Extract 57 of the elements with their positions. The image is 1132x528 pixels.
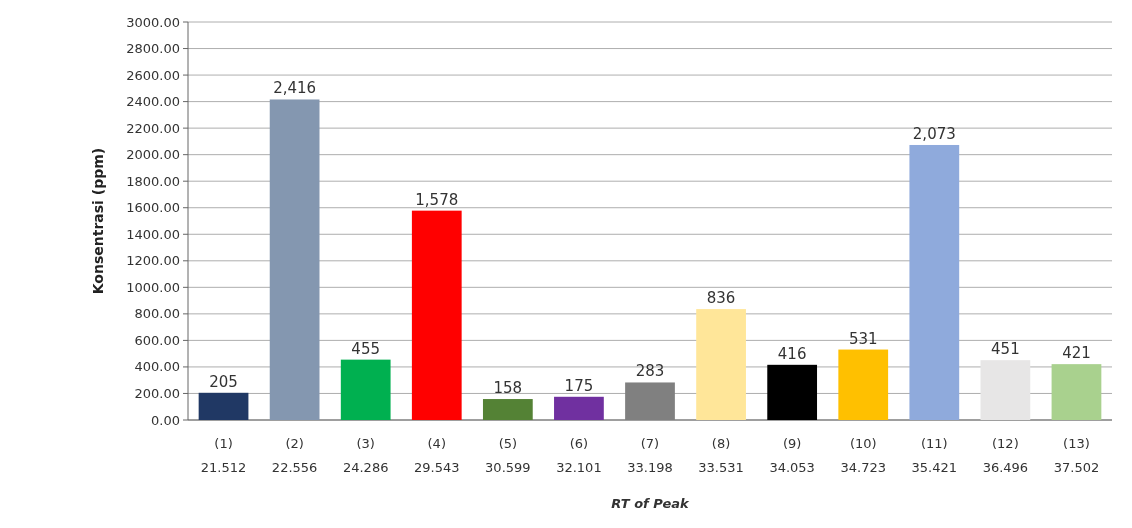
x-tick-label: (4) 29.543 xyxy=(414,436,460,475)
y-tick-label: 800.00 xyxy=(134,306,180,322)
y-tick-label: 400.00 xyxy=(134,359,180,375)
x-tick-label: (11) 35.421 xyxy=(911,436,958,475)
data-label: 205 xyxy=(209,372,238,391)
x-tick-label: (5) 30.599 xyxy=(485,436,531,475)
y-tick-label: 2400.00 xyxy=(126,94,180,110)
y-tick-label: 600.00 xyxy=(134,332,180,348)
data-label: 2,073 xyxy=(912,124,956,143)
x-tick-label: (3) 24.286 xyxy=(342,436,389,475)
bar xyxy=(554,396,604,420)
y-tick-label: 2000.00 xyxy=(126,147,180,163)
x-tick-label: (7) 33.198 xyxy=(627,436,673,475)
data-label: 416 xyxy=(777,344,807,363)
x-tick-label: (1) 21.512 xyxy=(200,436,247,475)
bar xyxy=(625,382,675,420)
bar xyxy=(340,359,391,420)
data-label: 2,416 xyxy=(273,79,317,98)
bar xyxy=(411,210,462,420)
bar xyxy=(838,349,889,420)
y-tick-label: 1200.00 xyxy=(126,253,180,269)
y-tick-label: 0.00 xyxy=(151,412,180,428)
data-label: 421 xyxy=(1062,344,1091,363)
x-tick-label: (8) 33.531 xyxy=(698,436,744,475)
y-tick-label: 1600.00 xyxy=(126,200,180,216)
y-tick-label: 3000.00 xyxy=(126,14,180,30)
x-tick-label: (10) 34.723 xyxy=(840,436,886,475)
x-tick-label: (9) 34.053 xyxy=(769,436,815,475)
data-label: 836 xyxy=(706,289,736,308)
data-label: 158 xyxy=(493,379,523,398)
y-tick-label: 2800.00 xyxy=(126,41,180,57)
bar xyxy=(198,392,249,420)
y-tick-label: 1400.00 xyxy=(126,226,180,242)
x-tick-label: (13) 37.502 xyxy=(1053,436,1100,475)
x-tick-label: (12) 36.496 xyxy=(982,436,1029,475)
y-tick-label: 2600.00 xyxy=(126,67,180,83)
y-tick-label: 2200.00 xyxy=(126,120,180,136)
data-label: 175 xyxy=(564,376,594,395)
x-tick-label: (6) 32.101 xyxy=(556,436,602,475)
data-label: 451 xyxy=(991,340,1020,359)
y-tick-label: 1800.00 xyxy=(126,173,180,189)
y-tick-label: 1000.00 xyxy=(126,279,180,295)
data-label: 455 xyxy=(351,339,381,358)
bar xyxy=(980,360,1031,420)
data-label: 1,578 xyxy=(415,190,459,209)
x-axis-title: RT of Peak xyxy=(611,496,691,511)
bar xyxy=(767,364,818,420)
bar xyxy=(269,99,320,420)
bar xyxy=(482,399,533,420)
bar xyxy=(1051,364,1102,420)
bar xyxy=(696,309,746,420)
data-label: 283 xyxy=(635,362,665,381)
y-axis-title: Konsentrasi (ppm) xyxy=(90,147,106,295)
y-tick-label: 200.00 xyxy=(134,386,180,402)
data-label: 531 xyxy=(848,329,878,348)
bar xyxy=(909,144,960,420)
x-tick-label: (2) 22.556 xyxy=(271,436,318,475)
